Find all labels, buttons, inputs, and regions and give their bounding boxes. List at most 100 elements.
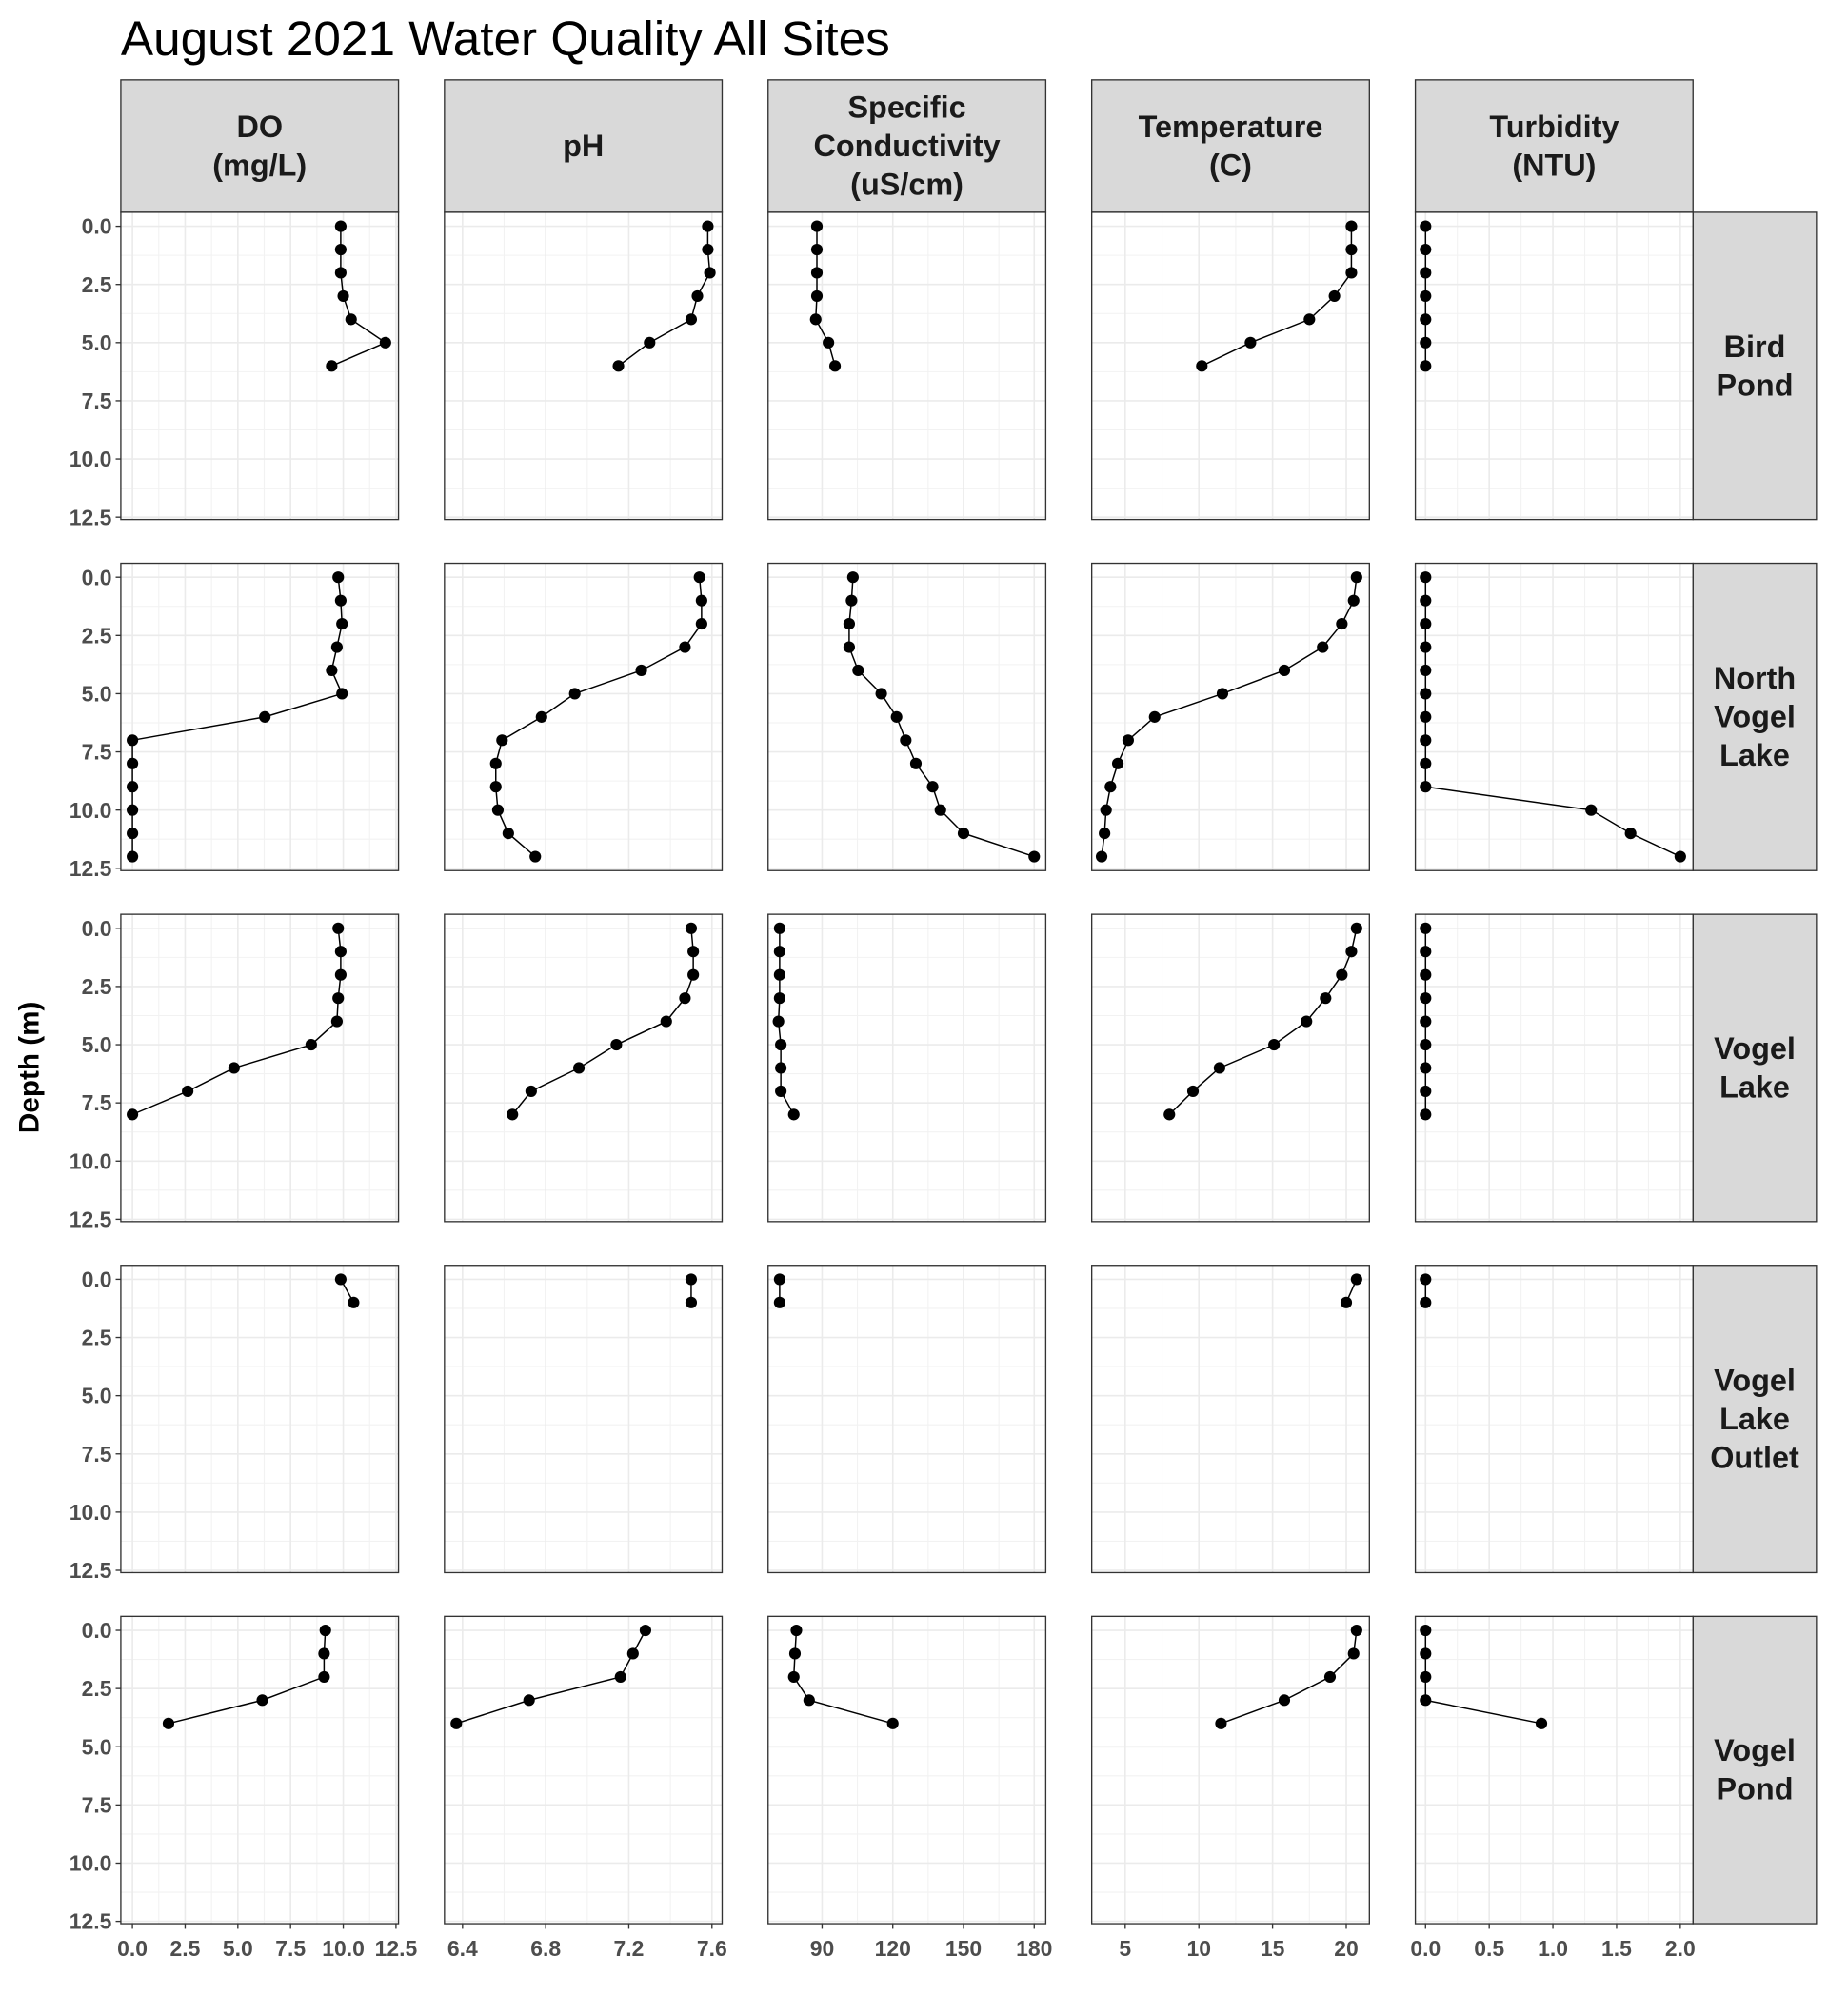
data-point bbox=[330, 641, 343, 653]
y-tick-label: 0.0 bbox=[82, 565, 112, 589]
data-point bbox=[610, 1038, 623, 1051]
data-point bbox=[489, 757, 502, 769]
data-point bbox=[1420, 1647, 1432, 1660]
data-point bbox=[695, 594, 707, 607]
row-strip-label: Vogel bbox=[1714, 700, 1796, 734]
panel-background bbox=[1091, 563, 1370, 871]
panel bbox=[1090, 562, 1370, 871]
data-point bbox=[1345, 946, 1358, 958]
data-point bbox=[1345, 243, 1358, 256]
data-point bbox=[334, 220, 347, 232]
column-strip-label: pH bbox=[563, 129, 604, 163]
y-tick-label: 10.0 bbox=[70, 447, 112, 471]
data-point bbox=[775, 1085, 787, 1098]
data-point bbox=[679, 641, 691, 653]
data-point bbox=[773, 922, 785, 934]
panel-border bbox=[444, 913, 724, 1223]
x-tick-label: 2.5 bbox=[170, 1936, 201, 1961]
data-point bbox=[348, 1296, 360, 1308]
y-tick-label: 10.0 bbox=[70, 1148, 112, 1173]
x-tick-label: 20 bbox=[1334, 1936, 1359, 1961]
row-strip-label: Vogel bbox=[1714, 1733, 1796, 1767]
panel-background bbox=[120, 1265, 399, 1573]
panel-border bbox=[444, 1615, 724, 1925]
panel-background bbox=[1415, 1616, 1694, 1925]
data-point bbox=[626, 1647, 639, 1660]
data-point bbox=[846, 571, 859, 584]
data-point bbox=[702, 243, 714, 256]
data-point bbox=[702, 220, 714, 232]
panel bbox=[1414, 913, 1694, 1223]
panel bbox=[767, 562, 1047, 871]
column-strip-label: (C) bbox=[1209, 148, 1252, 182]
data-point bbox=[1420, 1038, 1432, 1051]
data-point bbox=[1099, 828, 1111, 840]
y-tick-label: 7.5 bbox=[82, 740, 112, 765]
data-point bbox=[523, 1694, 535, 1707]
data-point bbox=[1420, 571, 1432, 584]
row-strip-label: Bird bbox=[1724, 329, 1786, 364]
row-strip bbox=[1692, 1615, 1818, 1925]
panel-border bbox=[767, 1265, 1047, 1574]
x-tick-label: 150 bbox=[945, 1936, 982, 1961]
panel-border bbox=[120, 562, 400, 871]
data-point bbox=[775, 1038, 787, 1051]
data-point bbox=[332, 992, 345, 1005]
data-point bbox=[685, 922, 698, 934]
panel-background bbox=[1091, 1616, 1370, 1925]
panel-background bbox=[444, 563, 723, 871]
panel-border bbox=[444, 562, 724, 871]
x-tick-label: 90 bbox=[810, 1936, 835, 1961]
data-point bbox=[1148, 710, 1161, 723]
data-point bbox=[809, 313, 822, 326]
data-point bbox=[1535, 1717, 1548, 1729]
x-tick-label: 5 bbox=[1119, 1936, 1131, 1961]
data-point bbox=[1350, 922, 1362, 934]
panel bbox=[444, 1615, 724, 1925]
panel bbox=[767, 913, 1047, 1223]
y-tick-label: 2.5 bbox=[82, 1326, 112, 1350]
data-point bbox=[900, 734, 912, 747]
data-point bbox=[1624, 828, 1637, 840]
panel bbox=[444, 913, 724, 1223]
data-point bbox=[1420, 710, 1432, 723]
x-tick-label: 7.2 bbox=[614, 1936, 645, 1961]
data-point bbox=[1213, 1062, 1225, 1074]
row-strip-label: Vogel bbox=[1714, 1363, 1796, 1397]
data-point bbox=[1122, 734, 1134, 747]
panel-border bbox=[1414, 1265, 1694, 1574]
data-point bbox=[1196, 360, 1208, 372]
data-point bbox=[886, 1717, 899, 1729]
row-strip-label: North bbox=[1714, 661, 1796, 695]
data-point bbox=[337, 289, 349, 303]
data-point bbox=[810, 267, 824, 279]
column-strip-label: (NTU) bbox=[1512, 148, 1596, 182]
y-tick-label: 2.5 bbox=[82, 623, 112, 648]
data-point bbox=[332, 922, 345, 934]
panel bbox=[1090, 913, 1370, 1223]
x-tick-label: 1.0 bbox=[1538, 1936, 1568, 1961]
data-point bbox=[127, 1108, 139, 1121]
y-tick-label: 12.5 bbox=[70, 505, 112, 529]
x-tick-label: 5.0 bbox=[223, 1936, 253, 1961]
y-tick-label: 7.5 bbox=[82, 1792, 112, 1817]
panel-border bbox=[120, 1615, 400, 1925]
data-point bbox=[772, 1015, 785, 1028]
x-tick-label: 0.0 bbox=[1410, 1936, 1441, 1961]
data-point bbox=[1028, 850, 1041, 863]
y-tick-label: 0.0 bbox=[82, 916, 112, 941]
row-strip-label: Vogel bbox=[1714, 1031, 1796, 1066]
row-strip-label: Lake bbox=[1719, 1070, 1790, 1105]
data-point bbox=[572, 1062, 586, 1074]
panel bbox=[444, 1265, 724, 1574]
data-point bbox=[1420, 336, 1432, 349]
data-point bbox=[788, 1647, 802, 1660]
data-point bbox=[305, 1038, 317, 1051]
data-point bbox=[1278, 664, 1291, 677]
data-point bbox=[845, 594, 858, 607]
data-point bbox=[1317, 641, 1329, 653]
x-tick-label: 12.5 bbox=[375, 1936, 418, 1961]
data-point bbox=[660, 1015, 672, 1028]
data-point bbox=[1244, 336, 1257, 349]
